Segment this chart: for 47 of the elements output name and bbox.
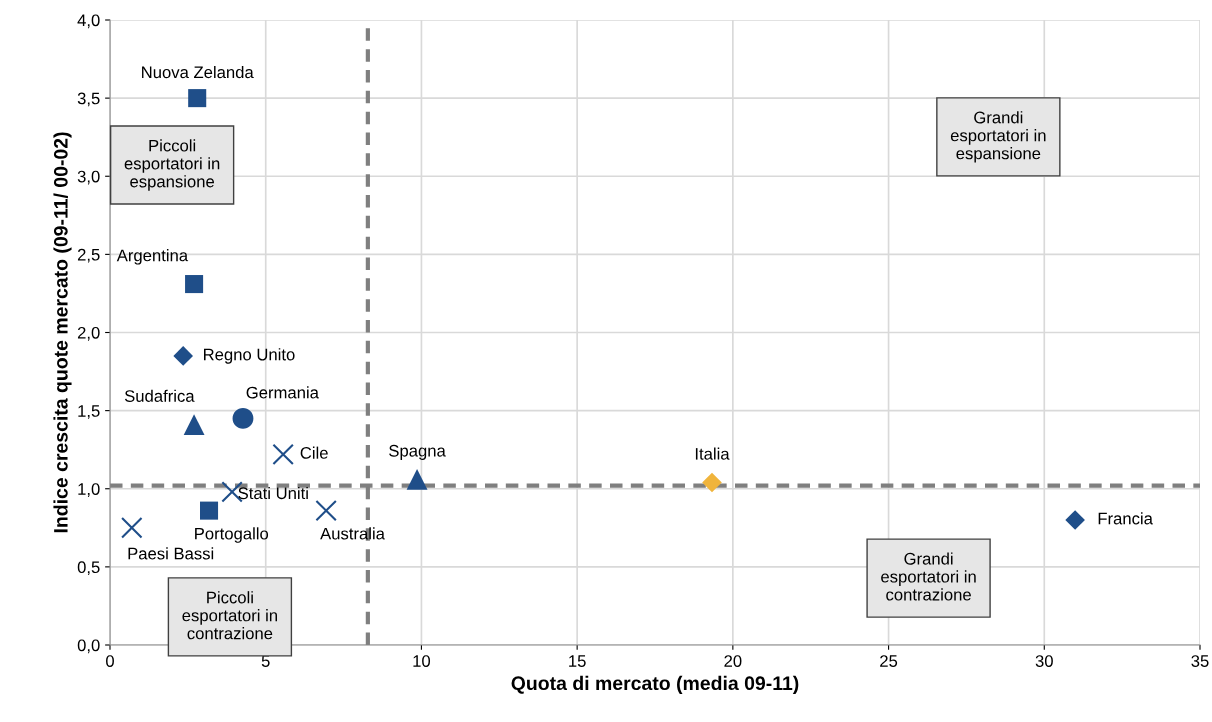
- series-label: Stati Uniti: [238, 486, 308, 500]
- x-tick-label: 15: [569, 655, 586, 667]
- point: [188, 89, 207, 108]
- y-tick-label: 0,5: [77, 561, 100, 576]
- y-tick-label: 4,0: [77, 14, 100, 29]
- series-label: Nuova Zelanda: [142, 65, 254, 79]
- point: [272, 443, 294, 466]
- x-tick-label: 10: [413, 655, 431, 667]
- series-label: Francia: [1098, 512, 1153, 525]
- x-tick-label: 30: [1035, 655, 1053, 667]
- series-label: Australia: [320, 527, 385, 540]
- series-label: Paesi Bassi: [128, 547, 214, 560]
- x-tick-label: 25: [880, 655, 898, 667]
- point: [183, 414, 205, 436]
- y-tick-label: 1,0: [78, 483, 100, 497]
- series-label: Sudafrica: [124, 389, 195, 402]
- x-tick-label: 20: [724, 655, 742, 667]
- series-label: Portogallo: [195, 527, 269, 543]
- point: [185, 275, 204, 294]
- point: [406, 468, 428, 490]
- point: [121, 517, 143, 539]
- y-tick-label: 2,5: [77, 248, 100, 263]
- series-label: Cile: [300, 446, 328, 459]
- series-label: Regno Unito: [204, 348, 295, 364]
- x-axis-title: Quota di mercato (media 09-11): [511, 675, 799, 694]
- point: [1065, 510, 1085, 530]
- annotation: Piccoli esportatori in espansione: [124, 139, 220, 191]
- point: [702, 472, 722, 493]
- annotation: Grandi esportatori in espansione: [950, 111, 1046, 163]
- point: [200, 501, 219, 520]
- y-tick-label: 3,5: [77, 92, 100, 107]
- series-label: Argentina: [116, 249, 189, 265]
- y-tick-label: 2,0: [77, 326, 100, 341]
- x-tick-label: 0: [106, 655, 114, 667]
- point: [232, 408, 254, 429]
- x-tick-label: 35: [1191, 655, 1209, 667]
- y-tick-label: 0,0: [77, 639, 100, 654]
- y-tick-label: 3,0: [77, 170, 100, 185]
- series-label: Germania: [246, 386, 319, 399]
- point: [315, 499, 337, 522]
- annotation: Piccoli esportatori in contrazione: [182, 591, 277, 640]
- y-axis-title: Indice crescita quote mercato (09-11/ 00-02): [53, 132, 72, 533]
- point: [173, 346, 194, 366]
- series-label: Italia: [695, 447, 730, 460]
- annotation: Grandi esportatori in contrazione: [881, 552, 976, 601]
- series-label: Spagna: [389, 444, 446, 460]
- y-tick-label: 1,5: [78, 405, 100, 419]
